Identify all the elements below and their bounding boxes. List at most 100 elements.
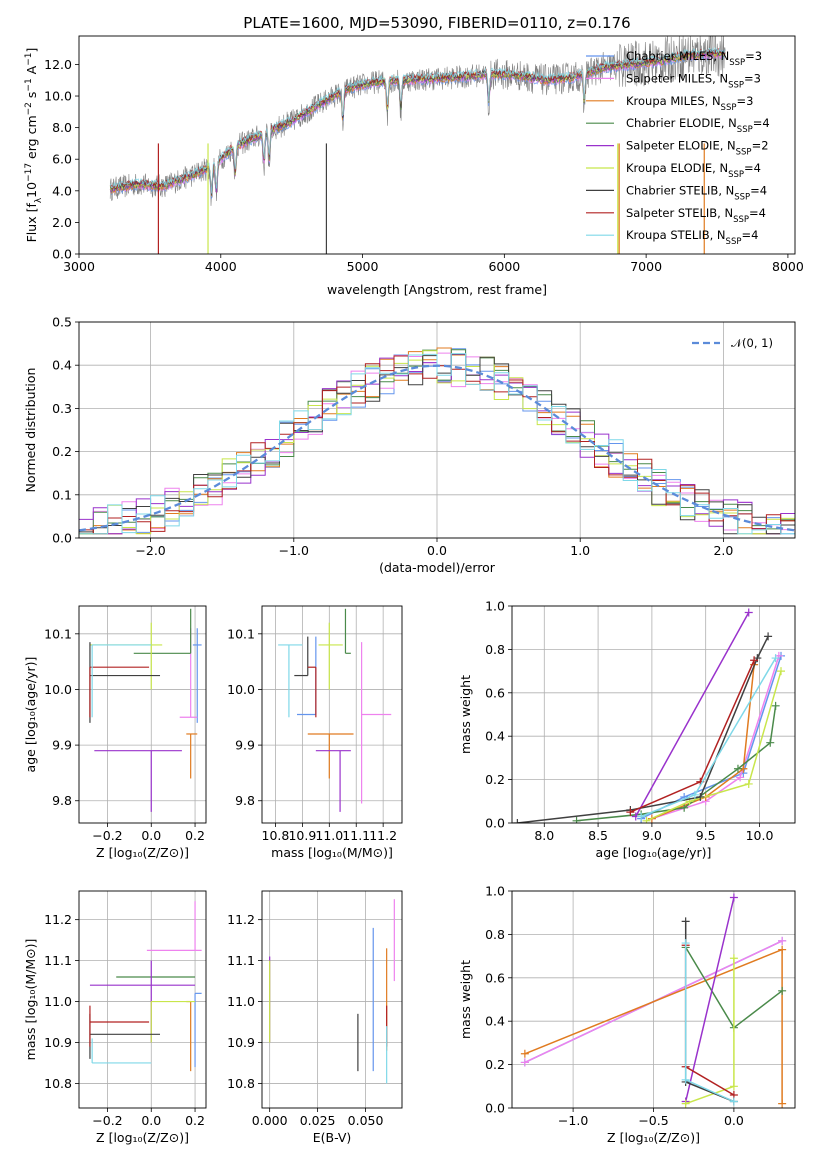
y-tick-label: 11.0 xyxy=(44,994,72,1009)
x-tick-label: 5000 xyxy=(347,259,379,274)
panel-mass-vs-ebv: 0.000 0.025 0.050 10.8 10.9 11.0 11.1 11.2 E(B-V… xyxy=(227,890,403,1145)
y-tick-label: 0.0 xyxy=(52,531,72,546)
legend-entry: Chabrier ELODIE, NSSP=4 xyxy=(626,116,770,135)
point-marker xyxy=(513,819,522,823)
x-tick-label: −1.0 xyxy=(558,1113,588,1128)
x-tick-label: 9.5 xyxy=(696,828,716,843)
plot-area xyxy=(89,901,202,1072)
x-tick-label: 0.2 xyxy=(185,1113,205,1128)
plot-area xyxy=(79,347,795,535)
point-marker xyxy=(680,803,689,812)
plot-area xyxy=(513,608,786,823)
y-tick-label: 0.8 xyxy=(485,927,505,942)
errorbar-kroupa-miles xyxy=(186,733,198,779)
y-tick-label: 2.0 xyxy=(52,215,72,230)
plot-area xyxy=(109,36,726,254)
legend-entry: Salpeter MILES, NSSP=3 xyxy=(626,71,761,90)
y-tick-label: 10.0 xyxy=(227,682,255,697)
series-salpeter-stelib xyxy=(626,656,759,817)
errorbar-salpeter-stelib xyxy=(89,666,150,718)
point-marker xyxy=(520,1058,529,1067)
y-axis-label: Normed distribution xyxy=(23,368,38,493)
x-tick-label: 8000 xyxy=(772,259,804,274)
x-axis-label: (data-model)/error xyxy=(379,560,496,575)
y-tick-label: 0.6 xyxy=(485,970,505,985)
point-marker xyxy=(729,1097,738,1106)
y-tick-label: 0.1 xyxy=(52,487,72,502)
y-tick-label: 11.0 xyxy=(227,994,255,1009)
point-marker xyxy=(681,939,690,948)
point-marker xyxy=(637,812,646,821)
errorbar-kroupa-stelib xyxy=(278,644,303,718)
x-tick-label: 6000 xyxy=(488,259,520,274)
x-tick-label: −1.0 xyxy=(279,543,309,558)
y-tick-label: 0.3 xyxy=(52,401,72,416)
legend-entry: 𝒩(0, 1) xyxy=(731,336,773,350)
x-tick-label: 3000 xyxy=(63,259,95,274)
y-axis-label: mass [log₁₀(M/M⊙)] xyxy=(23,939,38,1061)
point-marker xyxy=(681,1075,690,1084)
errorbar-salpeter-miles xyxy=(179,628,198,718)
legend-entry: Kroupa MILES, NSSP=3 xyxy=(626,94,753,113)
x-tick-label: 1.0 xyxy=(570,543,590,558)
errorbar-chabrier-stelib xyxy=(294,636,309,677)
y-tick-label: 11.1 xyxy=(227,953,255,968)
point-marker xyxy=(771,654,780,663)
point-marker xyxy=(764,632,773,641)
y-tick-label: 10.1 xyxy=(44,626,72,641)
x-axis-label: Z [log₁₀(Z/Z⊙)] xyxy=(607,1130,700,1145)
series-chabrier-stelib xyxy=(681,917,738,1106)
y-tick-label: 0.0 xyxy=(485,816,505,831)
x-tick-label: 0.025 xyxy=(300,1113,336,1128)
x-tick-label: 11.2 xyxy=(369,828,397,843)
y-axis-label: mass weight xyxy=(458,960,473,1039)
axes-frame xyxy=(261,890,403,1109)
point-marker xyxy=(733,764,742,773)
x-tick-label: 10.0 xyxy=(746,828,774,843)
x-tick-label: −0.2 xyxy=(92,1113,122,1128)
plot-area xyxy=(278,608,392,812)
y-tick-label: 0.5 xyxy=(52,315,72,330)
y-tick-label: 10.0 xyxy=(44,682,72,697)
legend-entry: Kroupa STELIB, NSSP=4 xyxy=(626,228,758,247)
errorbar-chabrier-stelib xyxy=(89,642,161,723)
y-axis-label: mass weight xyxy=(458,675,473,754)
point-marker xyxy=(696,792,705,801)
figure-title: PLATE=1600, MJD=53090, FIBERID=0110, z=0… xyxy=(243,14,630,32)
y-axis-label: age [log₁₀(age/yr)] xyxy=(23,657,38,773)
x-tick-label: 4000 xyxy=(205,259,237,274)
panel-age-vs-Z: −0.2 0.0 0.2 9.8 9.9 10.0 10.1 Z [log₁₀(Z/Z⊙)] a… xyxy=(23,605,207,860)
y-tick-label: 0.6 xyxy=(485,685,505,700)
panel-massweight-vs-Z: −1.0 −0.5 0.0 0.0 0.2 0.4 0.6 0.8 1.0 Z [log₁₀(Z/… xyxy=(458,884,796,1145)
y-tick-label: 6.0 xyxy=(52,152,72,167)
model-line-kroupa-stelib xyxy=(109,46,726,194)
y-tick-label: 11.1 xyxy=(44,953,72,968)
errorbar-kroupa-miles xyxy=(307,733,354,779)
errorbar-chabrier-miles xyxy=(192,628,202,723)
errorbar-salpeter-stelib xyxy=(307,666,317,718)
panel-age-vs-mass: 10.8 10.9 11.0 11.1 11.2 9.8 9.9 10.0 10.1 mass [… xyxy=(227,605,403,860)
x-tick-label: 9.0 xyxy=(642,828,662,843)
point-marker xyxy=(778,936,787,945)
point-marker xyxy=(681,917,690,926)
point-marker xyxy=(572,816,581,823)
legend-entry: Salpeter ELODIE, NSSP=2 xyxy=(626,139,769,158)
x-axis-label: mass [log₁₀(M/M⊙)] xyxy=(271,845,393,860)
x-tick-label: 0.000 xyxy=(252,1113,288,1128)
axes-frame xyxy=(78,321,796,539)
y-tick-label: 4.0 xyxy=(52,183,72,198)
axes-frame xyxy=(511,890,796,1109)
point-marker xyxy=(778,986,787,995)
x-tick-label: 8.5 xyxy=(588,828,608,843)
x-tick-label: 2.0 xyxy=(713,543,733,558)
point-marker xyxy=(729,954,738,963)
x-axis-label: age [log₁₀(age/yr)] xyxy=(596,845,712,860)
x-axis-label: Z [log₁₀(Z/Z⊙)] xyxy=(96,845,189,860)
x-tick-label: 11.1 xyxy=(342,828,370,843)
errorbar-kroupa-miles xyxy=(186,1000,192,1072)
point-marker xyxy=(729,893,738,902)
y-tick-label: 10.8 xyxy=(227,1076,255,1091)
y-tick-label: 8.0 xyxy=(52,120,72,135)
